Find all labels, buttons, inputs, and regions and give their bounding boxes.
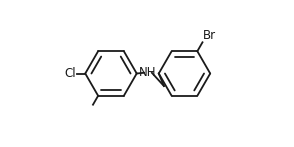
Text: Br: Br bbox=[203, 29, 216, 42]
Text: Cl: Cl bbox=[65, 67, 76, 80]
Text: NH: NH bbox=[139, 66, 156, 79]
